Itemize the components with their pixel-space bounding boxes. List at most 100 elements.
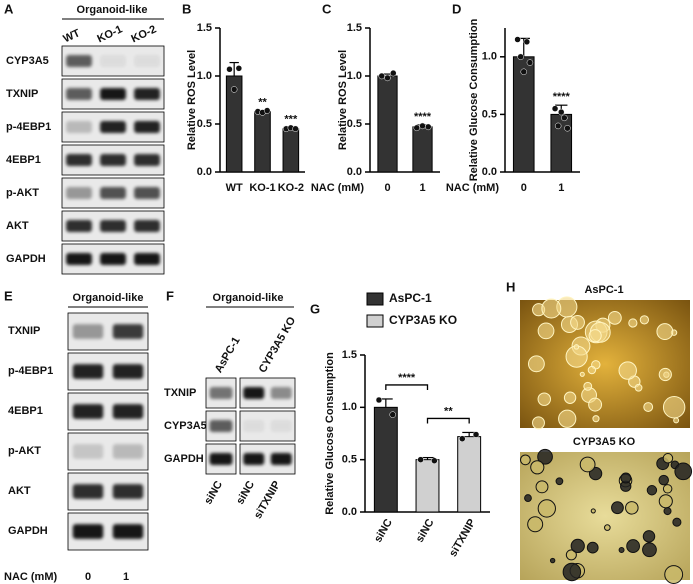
- panel-title: Organoid-like: [77, 4, 148, 16]
- organoid: [524, 494, 532, 502]
- row-label: p-AKT: [6, 187, 39, 199]
- data-point: [523, 38, 531, 46]
- legend-swatch: [366, 292, 384, 306]
- y-axis-label: Relative Glucose Consumption: [468, 18, 480, 181]
- organoid: [579, 371, 585, 377]
- data-point: [390, 69, 397, 77]
- y-tick-label: 0.0: [197, 166, 212, 178]
- data-point: [425, 123, 432, 131]
- blot-band: [66, 121, 92, 133]
- y-tick-label: 0.0: [342, 506, 357, 518]
- organoid: [674, 462, 693, 481]
- x-axis-label: NAC (mM): [446, 182, 499, 194]
- row-label: GAPDH: [8, 525, 48, 537]
- organoid: [535, 480, 549, 494]
- lane-label: KO-1: [95, 23, 124, 45]
- organoid: [673, 417, 680, 424]
- blot-band: [209, 453, 233, 465]
- y-tick-label: 1.0: [347, 70, 362, 82]
- data-point: [517, 53, 524, 61]
- blot-band: [112, 524, 144, 539]
- data-point: [551, 105, 559, 112]
- blot-band: [134, 154, 160, 166]
- legend-swatch: [366, 314, 384, 328]
- organoid: [588, 329, 602, 343]
- organoid: [558, 409, 577, 428]
- blot-band: [270, 387, 292, 399]
- panel-label: D: [452, 1, 461, 16]
- bar: [415, 459, 440, 513]
- panel-label: C: [322, 1, 332, 16]
- y-axis-label: Relative ROS Level: [186, 50, 198, 150]
- panel-label: B: [182, 1, 191, 16]
- significance: **: [258, 96, 267, 108]
- data-point: [230, 86, 238, 93]
- blot-band: [134, 55, 160, 67]
- organoid: [642, 542, 657, 558]
- organoid: [628, 318, 638, 328]
- blot-band: [112, 484, 144, 499]
- blot-band: [72, 324, 104, 339]
- blot-band: [66, 220, 92, 232]
- data-point: [558, 108, 565, 116]
- y-tick-label: 0.5: [482, 108, 497, 120]
- blot-band: [66, 187, 92, 199]
- blot-band: [72, 484, 104, 499]
- blot-band: [112, 404, 144, 419]
- panel-label: H: [506, 279, 515, 294]
- organoid: [570, 538, 585, 554]
- significance-bracket: [385, 384, 429, 390]
- data-point: [378, 72, 385, 80]
- organoid: [579, 456, 596, 473]
- blot-band: [100, 220, 126, 232]
- data-point: [564, 124, 571, 132]
- significance: **: [444, 405, 453, 417]
- row-label: TXNIP: [8, 325, 40, 337]
- lane-label: siNC: [234, 479, 257, 507]
- x-tick-label: siNC: [414, 517, 437, 545]
- organoid: [662, 453, 674, 464]
- panel-title: Organoid-like: [73, 292, 144, 304]
- row-label: AKT: [6, 220, 29, 232]
- blot-band: [100, 154, 126, 166]
- blot-band: [112, 364, 144, 379]
- blot-band: [134, 121, 160, 133]
- x-tick-label: 1: [558, 182, 564, 194]
- data-point: [514, 36, 521, 43]
- blot-band: [100, 88, 126, 100]
- legend-label: CYP3A5 KO: [389, 313, 457, 327]
- data-point: [417, 456, 424, 463]
- organoid: [537, 392, 551, 406]
- data-point: [419, 122, 426, 130]
- organoid: [642, 530, 656, 543]
- data-point: [235, 65, 243, 72]
- x-tick-label: WT: [226, 182, 243, 194]
- lane-label: 0: [85, 571, 91, 583]
- bar: [377, 75, 398, 173]
- y-tick-label: 0.5: [347, 118, 362, 130]
- organoid: [620, 472, 632, 484]
- y-tick-label: 1.5: [197, 22, 212, 34]
- organoid: [662, 484, 673, 494]
- y-tick-label: 1.0: [342, 401, 357, 413]
- organoid: [634, 383, 643, 392]
- panel-label: A: [4, 1, 14, 16]
- organoid: [604, 524, 611, 531]
- row-label: TXNIP: [6, 88, 38, 100]
- blot-band: [112, 324, 144, 339]
- x-axis-label: NAC (mM): [311, 182, 364, 194]
- organoid: [590, 508, 596, 514]
- data-point: [263, 107, 271, 114]
- x-tick-label: KO-2: [278, 182, 304, 194]
- image-title: CYP3A5 KO: [573, 436, 636, 448]
- blot-band: [134, 253, 160, 265]
- organoid: [646, 485, 658, 496]
- organoid: [586, 541, 599, 554]
- x-axis-label: NAC (mM): [4, 571, 57, 583]
- organoid: [592, 415, 600, 423]
- data-point: [431, 457, 438, 464]
- organoid: [658, 494, 673, 509]
- y-tick-label: 1.5: [342, 349, 357, 361]
- organoid: [527, 516, 544, 533]
